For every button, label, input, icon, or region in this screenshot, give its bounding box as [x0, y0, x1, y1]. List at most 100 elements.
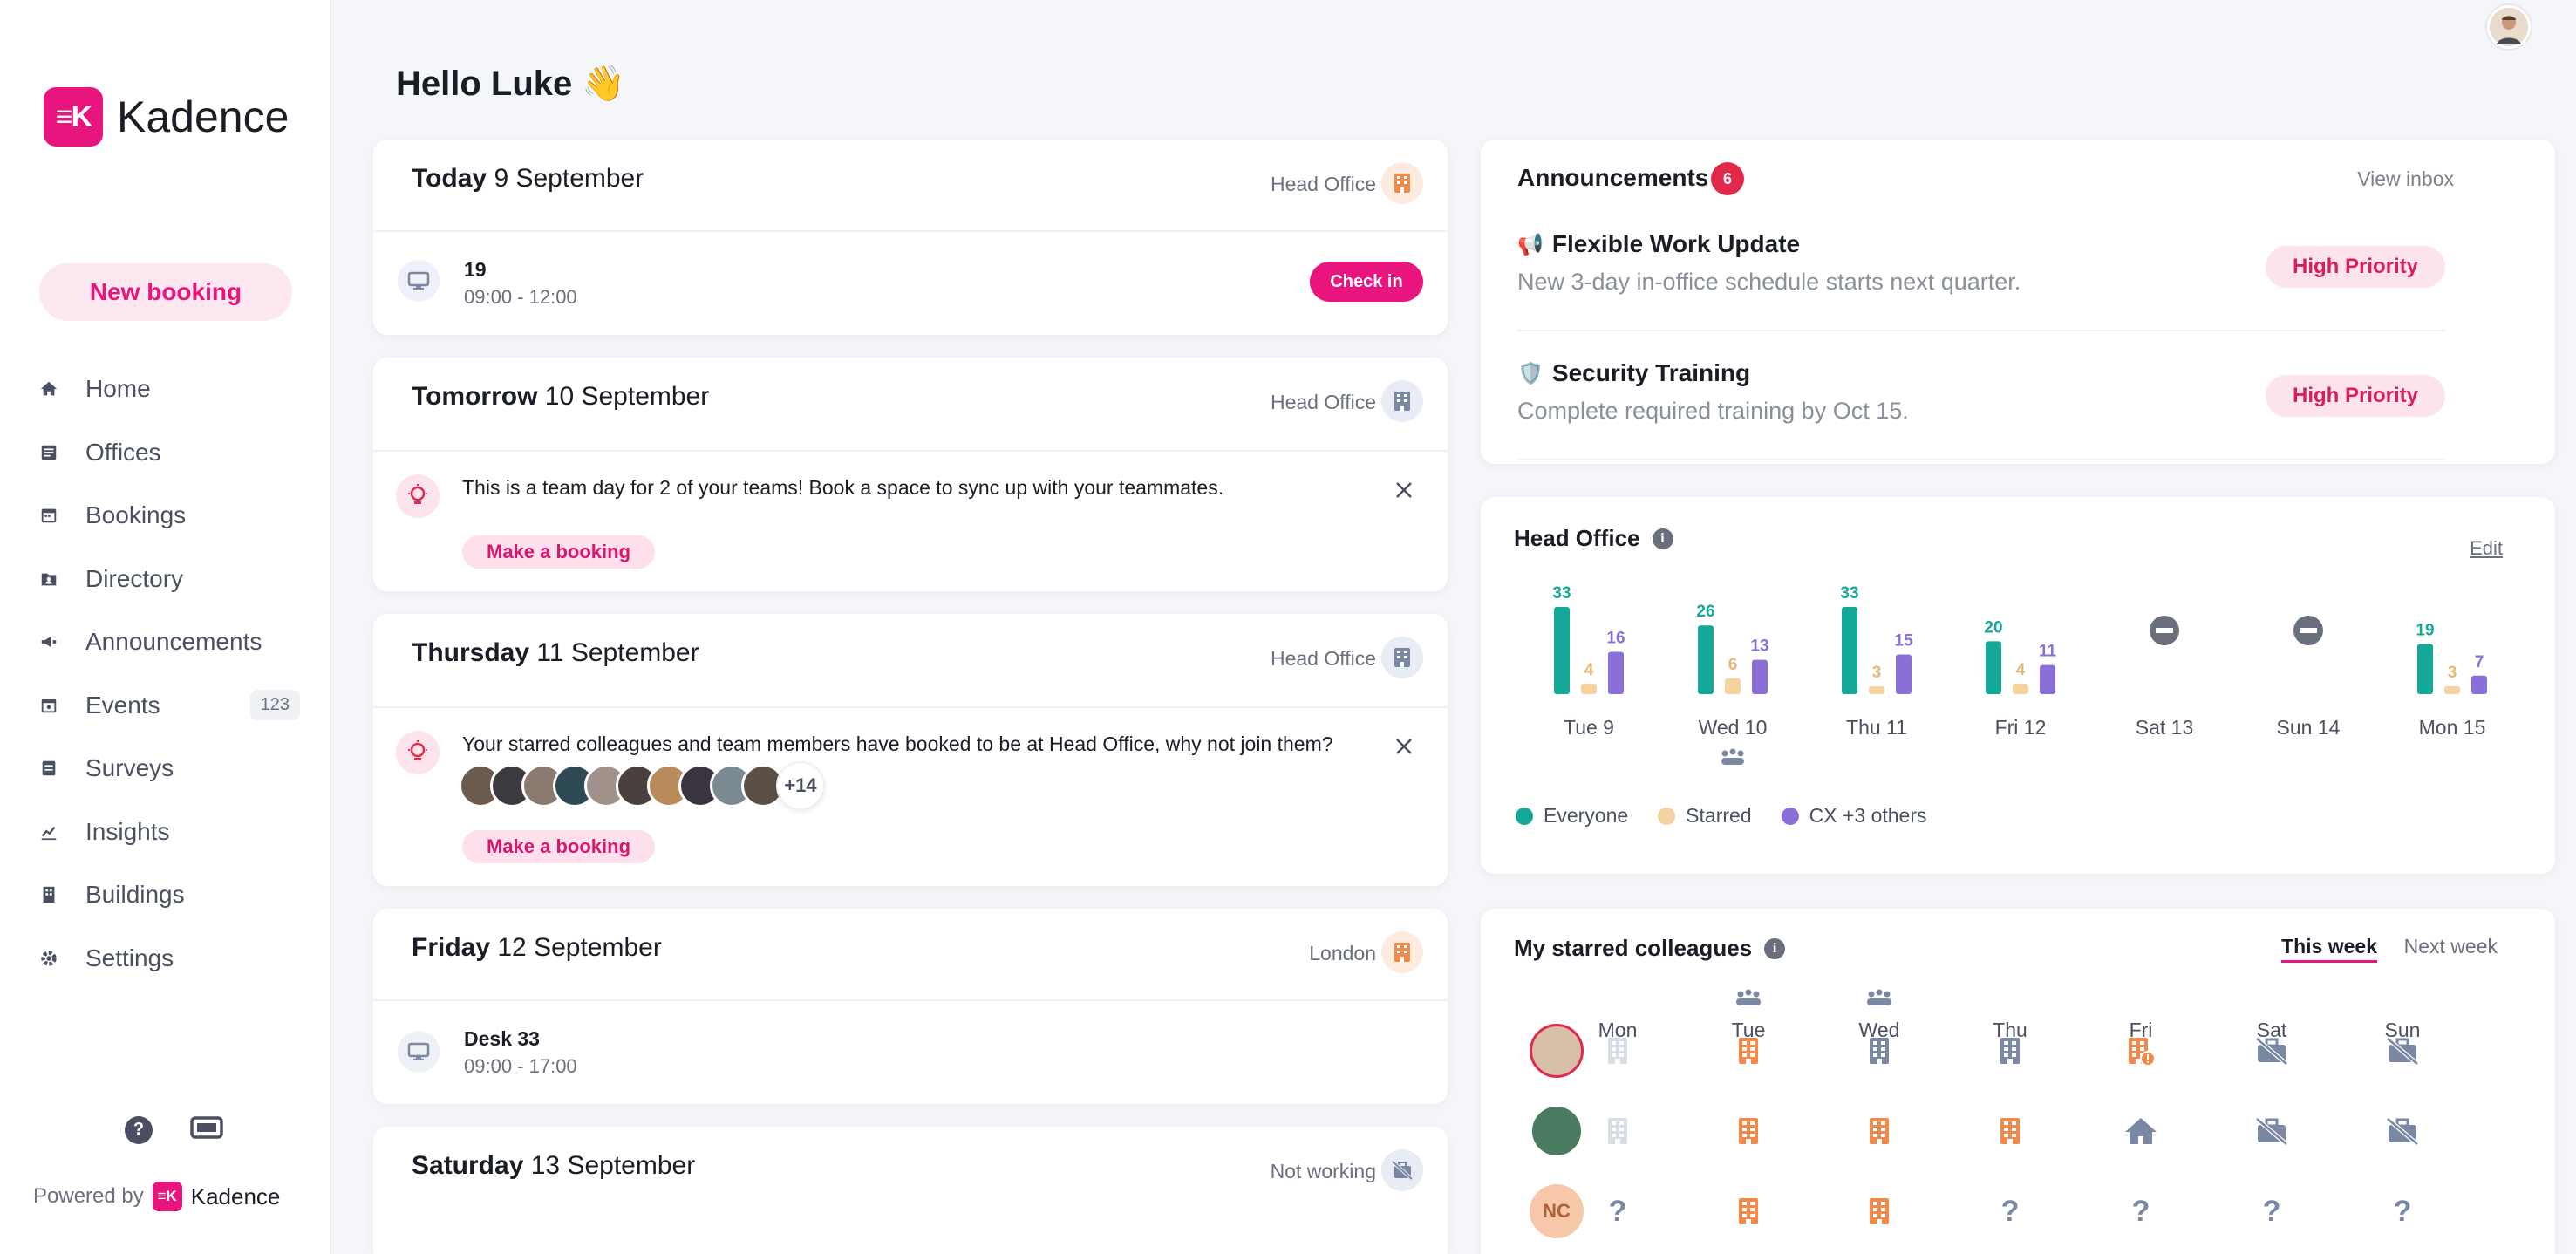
bar-starred: [2444, 685, 2460, 694]
not-working-icon[interactable]: [2368, 1031, 2437, 1071]
x-tick-label: Sat 13: [2136, 716, 2194, 739]
sidebar-item-bookings[interactable]: Bookings: [38, 484, 300, 548]
office-icon[interactable]: [1844, 1111, 1914, 1151]
unknown-status-icon[interactable]: ?: [2131, 1194, 2150, 1228]
office-icon[interactable]: [1714, 1111, 1783, 1151]
office-icon[interactable]: [1975, 1111, 2045, 1151]
team-day-message: This is a team day for 2 of your teams! …: [462, 476, 1224, 499]
tab-this-week[interactable]: This week: [2281, 935, 2377, 963]
sidebar-item-label: Bookings: [85, 501, 187, 529]
not-working-icon[interactable]: [1381, 1149, 1423, 1191]
more-colleagues-count[interactable]: +14: [776, 761, 825, 810]
announcement-item-title[interactable]: 🛡️ Security Training: [1517, 359, 1750, 387]
gear-icon: [38, 948, 59, 969]
make-booking-button[interactable]: Make a booking: [462, 535, 656, 569]
section-title: My starred colleagues: [1514, 935, 1753, 961]
lightbulb-icon: [396, 474, 440, 518]
bar-value-label: 7: [2475, 653, 2484, 671]
location-label: London: [1309, 942, 1376, 964]
office-building-icon[interactable]: [1381, 380, 1423, 422]
colleague-avatars[interactable]: +14: [459, 761, 825, 810]
unknown-status-icon[interactable]: ?: [2000, 1194, 2020, 1228]
bar-value-label: 4: [1584, 661, 1594, 679]
booking-title: Desk 33: [464, 1027, 540, 1050]
sidebar-item-offices[interactable]: Offices: [38, 421, 300, 485]
not-working-icon[interactable]: [2368, 1111, 2437, 1151]
unknown-status-icon[interactable]: ?: [2393, 1194, 2412, 1228]
office-alert-icon[interactable]: [2106, 1031, 2176, 1071]
office-icon[interactable]: [1583, 1111, 1653, 1151]
sidebar-item-events[interactable]: Events 123: [38, 674, 300, 738]
close-icon[interactable]: [1392, 478, 1416, 502]
office-icon[interactable]: [1844, 1191, 1914, 1231]
sidebar-item-surveys[interactable]: Surveys: [38, 737, 300, 801]
colleague-avatar[interactable]: NC: [1530, 1184, 1584, 1238]
close-icon[interactable]: [1392, 734, 1416, 759]
not-working-icon[interactable]: [2237, 1031, 2307, 1071]
office-icon[interactable]: [1714, 1031, 1783, 1071]
announcement-item-title[interactable]: 📢 Flexible Work Update: [1517, 230, 1800, 258]
sidebar-item-insights[interactable]: Insights: [38, 801, 300, 864]
date-label: 12 September: [497, 933, 662, 962]
bar-value-label: 6: [1728, 656, 1738, 674]
unknown-status-icon[interactable]: ?: [2262, 1194, 2281, 1228]
bar-value-label: 3: [1872, 664, 1882, 682]
sidebar-item-label: Settings: [85, 944, 174, 971]
booking-time: 09:00 - 12:00: [464, 286, 577, 308]
day-label: Saturday: [412, 1151, 524, 1180]
office-icon[interactable]: [1844, 1031, 1914, 1071]
help-icon[interactable]: ?: [125, 1115, 153, 1144]
sidebar-item-directory[interactable]: Directory: [38, 548, 300, 611]
make-booking-button[interactable]: Make a booking: [462, 830, 656, 863]
bar-cx-3-others: [2040, 664, 2055, 694]
office-icon[interactable]: [1714, 1191, 1783, 1231]
bar-value-label: 20: [1984, 618, 2002, 637]
new-booking-button[interactable]: New booking: [39, 263, 292, 321]
bar-cx-3-others: [1896, 654, 1912, 694]
x-tick-label: Sun 14: [2277, 716, 2341, 739]
day-label: Today: [412, 164, 487, 193]
bar-starred: [1725, 678, 1741, 694]
home-icon[interactable]: [2106, 1111, 2176, 1151]
legend-item-everyone: Everyone: [1516, 804, 1628, 828]
day-column-header: Fri: [2129, 1019, 2153, 1041]
office-building-icon[interactable]: [1381, 931, 1423, 973]
sidebar: ≡K Kadence New booking Home Offices Book…: [0, 0, 331, 1254]
booking-title: 19: [464, 258, 487, 281]
sidebar-item-settings[interactable]: Settings: [38, 927, 300, 991]
sidebar-item-buildings[interactable]: Buildings: [38, 863, 300, 927]
sidebar-item-home[interactable]: Home: [38, 358, 300, 421]
day-column-header: Tue: [1731, 1019, 1766, 1041]
day-label: Friday: [412, 933, 491, 962]
unknown-status-icon[interactable]: ?: [1608, 1194, 1627, 1228]
office-icon[interactable]: [1583, 1031, 1653, 1071]
bar-value-label: 3: [2448, 664, 2457, 682]
divider: [373, 230, 1448, 232]
office-building-icon[interactable]: [1381, 637, 1423, 678]
x-tick-label: Thu 11: [1846, 716, 1907, 739]
bar-value-label: 33: [1840, 584, 1858, 603]
info-icon[interactable]: i: [1764, 937, 1786, 959]
office-building-icon[interactable]: [1381, 162, 1423, 204]
colleague-avatar[interactable]: [1530, 1024, 1584, 1078]
sidebar-item-announcements[interactable]: Announcements: [38, 610, 300, 674]
info-icon[interactable]: i: [1652, 528, 1673, 549]
edit-link[interactable]: Edit: [2470, 537, 2503, 559]
kiosk-icon[interactable]: [189, 1114, 224, 1145]
starred-colleagues-message: Your starred colleagues and team members…: [462, 733, 1333, 755]
office-icon[interactable]: [1975, 1031, 2045, 1071]
view-inbox-link[interactable]: View inbox: [2357, 167, 2454, 190]
sidebar-nav: Home Offices Bookings Directory Announce…: [38, 358, 300, 990]
day-card-today: Today 9 September Head Office 19 09:00 -…: [373, 140, 1448, 335]
user-avatar[interactable]: [2487, 5, 2531, 49]
booking-time: 09:00 - 17:00: [464, 1055, 577, 1077]
sidebar-item-label: Directory: [85, 564, 184, 592]
location-label: Head Office: [1270, 391, 1376, 413]
not-working-icon[interactable]: [2237, 1111, 2307, 1151]
kadence-logo[interactable]: ≡K Kadence: [44, 87, 289, 147]
colleague-avatar[interactable]: [1530, 1104, 1584, 1158]
legend-label: Starred: [1686, 804, 1752, 827]
check-in-button[interactable]: Check in: [1310, 262, 1423, 302]
tab-next-week[interactable]: Next week: [2403, 935, 2498, 958]
